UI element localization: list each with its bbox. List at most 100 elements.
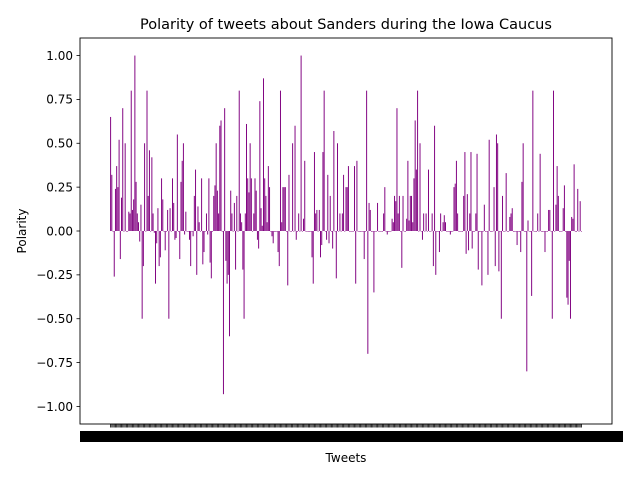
bar	[238, 90, 240, 231]
bar	[555, 204, 557, 231]
bar	[139, 231, 141, 242]
bar	[249, 143, 251, 231]
bar	[375, 231, 377, 232]
bar	[192, 231, 194, 237]
bar	[563, 185, 565, 231]
bar	[225, 231, 227, 261]
bar	[522, 143, 524, 231]
bar	[571, 216, 573, 231]
bar	[517, 231, 519, 232]
bar	[545, 231, 547, 232]
bar	[278, 231, 280, 267]
bar	[568, 231, 570, 261]
bar	[250, 178, 252, 231]
bar	[580, 231, 582, 232]
bar	[463, 195, 465, 231]
bar	[231, 213, 233, 231]
bar	[306, 231, 308, 232]
bar	[366, 90, 368, 231]
y-tick-label: 0.00	[46, 224, 73, 238]
bar	[519, 231, 520, 232]
bar	[516, 231, 518, 246]
bar	[406, 218, 408, 231]
bar	[125, 231, 127, 232]
bar	[478, 231, 480, 232]
bar	[387, 231, 389, 232]
bar	[498, 231, 500, 272]
bar	[408, 220, 410, 231]
bar	[214, 185, 216, 231]
bar	[505, 173, 507, 231]
bar	[401, 231, 403, 268]
bar	[485, 231, 487, 232]
bar	[451, 231, 453, 232]
bar	[474, 231, 476, 232]
bar	[381, 231, 383, 232]
bar	[503, 231, 505, 232]
bar	[187, 231, 189, 232]
bar	[511, 208, 513, 231]
bar	[525, 231, 527, 232]
bar	[290, 231, 292, 232]
bar	[527, 220, 529, 231]
bar	[158, 231, 160, 267]
bar	[334, 231, 336, 232]
bar	[520, 231, 522, 253]
bar	[282, 187, 284, 231]
bar	[442, 222, 444, 231]
bar	[121, 197, 123, 231]
bar	[332, 231, 334, 249]
bar	[197, 206, 199, 231]
bar	[402, 195, 404, 231]
bar	[147, 195, 149, 231]
x-tick-marks	[80, 424, 623, 442]
bar	[242, 231, 244, 270]
bar	[339, 213, 341, 231]
bar	[218, 213, 220, 231]
bar	[170, 231, 172, 232]
bar	[155, 231, 156, 284]
bar	[495, 134, 497, 231]
bar	[260, 208, 262, 231]
bar	[111, 174, 113, 231]
bar	[454, 183, 456, 231]
bar	[128, 211, 130, 231]
bar	[232, 231, 234, 232]
bar	[186, 231, 188, 232]
bar	[371, 231, 372, 232]
bar	[293, 231, 295, 232]
bar	[277, 231, 279, 253]
bar	[226, 231, 228, 284]
bar	[386, 231, 388, 235]
bar	[122, 108, 124, 231]
bar	[202, 231, 204, 265]
bar	[344, 231, 346, 232]
bar	[420, 231, 422, 232]
bar	[272, 231, 274, 244]
bar	[424, 231, 426, 232]
bar	[196, 231, 198, 275]
bar	[499, 231, 501, 232]
bar	[465, 231, 467, 254]
bar	[283, 187, 285, 231]
bar	[340, 231, 342, 232]
bar	[357, 231, 359, 232]
bar	[462, 231, 463, 232]
bar	[213, 195, 215, 231]
bar	[313, 152, 315, 231]
bar	[500, 231, 502, 319]
bar	[264, 178, 266, 231]
bar	[391, 218, 393, 231]
y-tick-label: 0.75	[46, 93, 73, 107]
bar	[136, 213, 138, 231]
bar	[150, 231, 152, 232]
bar	[351, 231, 353, 232]
bar	[446, 231, 448, 232]
bar	[288, 174, 290, 231]
bar	[540, 231, 542, 232]
bar	[396, 108, 398, 231]
bar	[323, 90, 325, 231]
bar	[258, 231, 260, 249]
bar	[532, 90, 534, 231]
bar	[309, 231, 311, 232]
